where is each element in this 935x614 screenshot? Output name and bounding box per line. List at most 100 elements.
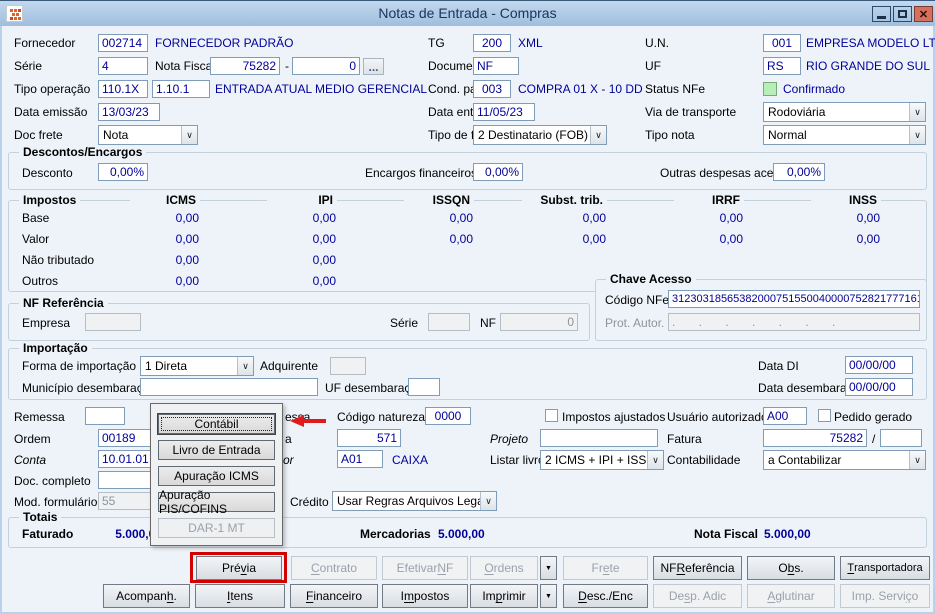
nota-fiscal-sep: - [285,59,289,73]
forma-importacao-label: Forma de importação [22,359,137,373]
fatura-input[interactable]: 75282 [763,429,867,447]
tipo-nota-combo[interactable]: Normal ∨ [763,125,926,145]
uf-label: UF [645,59,661,73]
un-input[interactable]: 001 [763,34,801,52]
previa-button[interactable]: Pré v ia [196,556,282,580]
remessa-input[interactable] [85,407,125,425]
praca-input[interactable]: 571 [337,429,401,447]
nota-fiscal-sub-input[interactable]: 0 [292,57,360,75]
nf-referencia-groupbox: NF Referência [8,296,590,341]
cond-pag-input[interactable]: 003 [473,80,511,98]
tipo-nota-label: Tipo nota [645,128,695,142]
desconto-input[interactable]: 0,00% [98,163,148,181]
usuario-autorizado-input[interactable]: A00 [763,407,807,425]
chevron-down-icon: ∨ [480,492,496,510]
contabilidade-combo[interactable]: a Contabilizar ∨ [763,450,926,470]
serie-label: Série [14,59,43,73]
impostos-row-nao-tributado-label: Não tributado [22,253,95,267]
tipo-operacao-code1-input[interactable]: 110.1X [98,80,148,98]
data-di-input[interactable]: 00/00/00 [845,356,913,374]
chevron-down-icon: ∨ [909,126,925,144]
nota-fiscal-more-button[interactable]: ... [363,58,384,75]
portador-input[interactable]: A01 [337,450,383,468]
uf-desembaraco-input[interactable] [408,378,440,396]
imprimir-dropdown-arrow-button[interactable]: ▼ [540,584,557,608]
red-annotation-arrow-icon [290,415,326,427]
doc-frete-combo[interactable]: Nota ∨ [98,125,198,145]
popup-contabil-button[interactable]: Contábil [158,414,275,434]
mod-formulario-input: 55 [98,492,160,510]
cond-pag-label: Cond. pag. [428,82,487,96]
via-transporte-combo[interactable]: Rodoviária ∨ [763,102,926,122]
impostos-ajustados-checkbox[interactable] [545,409,558,422]
popup-apuracao-icms-button[interactable]: Apuração ICMS [158,466,275,486]
listar-livros-combo[interactable]: 2 ICMS + IPI + ISS ∨ [540,450,664,470]
outras-despesas-input[interactable]: 0,00% [773,163,825,181]
close-button[interactable]: ✕ [914,6,933,22]
credito-combo[interactable]: Usar Regras Arquivos Legais ∨ [332,491,497,511]
tipo-frete-combo[interactable]: 2 Destinatario (FOB) ∨ [473,125,607,145]
uf-input[interactable]: RS [763,57,801,75]
impostos-groupbox: Impostos ICMS IPI ISSQN Subst. trib. IRR… [8,193,927,292]
codigo-natureza-input[interactable]: 0000 [425,407,471,425]
ordem-label: Ordem [14,432,51,446]
impostos-col-irrf: IRRF [674,193,744,207]
ordens-dropdown-arrow-button[interactable]: ▼ [540,556,557,580]
data-desembaraco-input[interactable]: 00/00/00 [845,378,913,396]
municipio-desembaraco-input[interactable] [140,378,318,396]
popup-apuracao-pis-cofins-button[interactable]: Apuração PIS/COFINS [158,488,275,516]
nota-fiscal-numero-input[interactable]: 75282 [210,57,280,75]
adquirente-label: Adquirente [260,359,319,373]
maximize-button[interactable] [893,6,912,22]
base-issqn: 0,00 [449,211,473,225]
codigo-nfe-input[interactable]: 3123031856538200075155004000075282177716… [668,290,920,308]
impostos-row-outros-label: Outros [22,274,59,288]
desconto-label: Desconto [22,166,73,180]
desp-adic-button: De s p. Adic [653,584,742,608]
fornecedor-code-input[interactable]: 002714 [98,34,148,52]
encargos-input[interactable]: 0,00% [473,163,523,181]
acompanh-button[interactable]: Acompan h. [103,584,190,608]
forma-importacao-combo[interactable]: 1 Direta ∨ [140,356,254,376]
fatura-parcela-input[interactable] [880,429,922,447]
pedido-gerado-label: Pedido gerado [834,410,913,424]
listar-livros-label: Listar livros [490,453,551,467]
app-icon [6,5,23,22]
pedido-gerado-checkbox[interactable] [818,409,831,422]
previa-popup-menu: Contábil Livro de Entrada Apuração ICMS … [150,403,283,546]
tg-label: TG [428,36,445,50]
tipo-operacao-code2-input[interactable]: 1.10.1 [152,80,210,98]
codigo-natureza-label: Código natureza [337,410,426,424]
status-nfe-value: Confirmado [783,82,846,96]
nota-fiscal-total-label: Nota Fiscal [694,527,759,541]
imprimir-button[interactable]: Im p rimir [470,584,538,608]
popup-livro-entrada-button[interactable]: Livro de Entrada [158,440,275,460]
window-title: Notas de Entrada - Compras [378,5,557,21]
uf-desembaraco-label: UF desembaraço [325,381,418,395]
serie-input[interactable]: 4 [98,57,148,75]
importacao-groupbox: Importação [8,341,927,400]
ordem-input[interactable]: 00189 [98,429,160,447]
chevron-down-icon: ∨ [909,103,925,121]
prot-autor-label: Prot. Autor. [605,316,665,330]
minimize-button[interactable] [872,6,891,22]
totais-title: Totais [19,510,62,524]
documento-input[interactable]: NF [473,57,519,75]
data-entrada-input[interactable]: 11/05/23 [473,103,535,121]
data-emissao-input[interactable]: 13/03/23 [98,103,160,121]
cond-pag-desc: COMPRA 01 X - 10 DD [518,82,643,96]
impostos-title: Impostos [19,193,81,207]
tg-input[interactable]: 200 [473,34,511,52]
base-icms: 0,00 [175,211,199,225]
descontos-title: Descontos/Encargos [19,145,147,159]
projeto-input[interactable] [540,429,658,447]
un-desc: EMPRESA MODELO LTDA [806,36,935,50]
